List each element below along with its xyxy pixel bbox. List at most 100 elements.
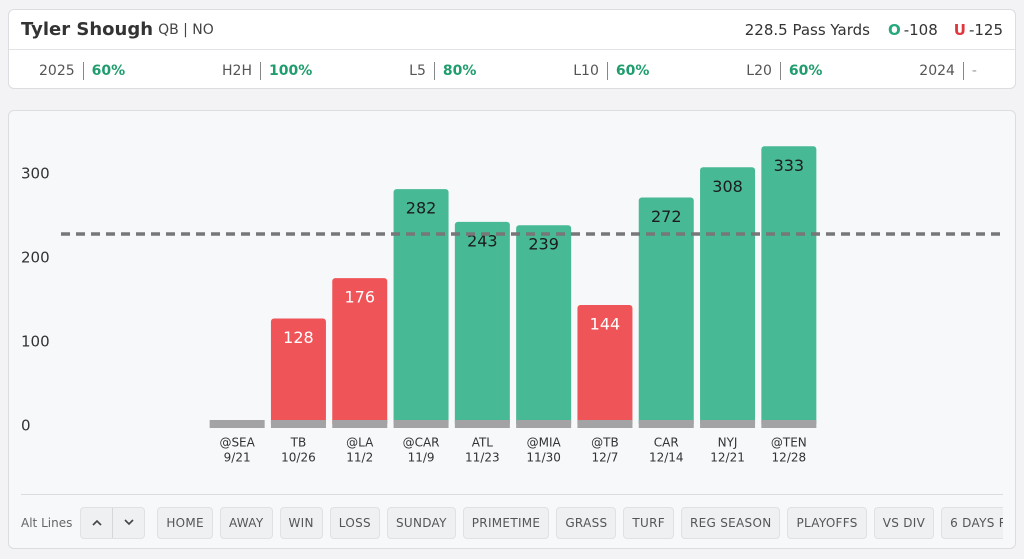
filter-button[interactable]: VS DIV — [873, 506, 935, 539]
x-tick-label: CAR — [654, 436, 679, 450]
filter-button[interactable]: AWAY — [219, 506, 273, 539]
y-tick-label: 0 — [21, 417, 31, 435]
hit-rate: 2024- — [919, 61, 977, 80]
hit-rate-value: - — [971, 62, 977, 79]
bar-value-label: 272 — [651, 207, 682, 226]
alt-line-down[interactable] — [112, 507, 144, 538]
bar — [516, 225, 572, 426]
filter-button[interactable]: HOME — [157, 506, 213, 539]
bar-value-label: 176 — [344, 288, 375, 307]
x-tick-label: @CAR — [403, 436, 440, 450]
filter-button[interactable]: GRASS — [556, 506, 617, 539]
hit-rate: L5 80% — [409, 61, 477, 80]
x-tick-date: 9/21 — [224, 451, 251, 465]
bar — [638, 197, 694, 426]
x-tick-date: 11/30 — [526, 451, 561, 465]
x-tick-label: @MIA — [527, 436, 562, 450]
bar-base — [516, 420, 572, 428]
bar — [700, 167, 756, 426]
filter-buttons: HOME AWAY WIN LOSS SUNDAY PRIMETIME GRASS TURF R… — [157, 506, 1003, 539]
alt-line-up[interactable] — [81, 508, 112, 538]
player-name: Tyler Shough — [21, 19, 154, 40]
bar-base — [577, 420, 633, 428]
hit-rate: 2025 60% — [39, 61, 126, 80]
hit-rate-value: 100% — [269, 62, 313, 79]
under-label: U — [953, 20, 966, 39]
bar-base — [454, 420, 510, 428]
bar — [332, 278, 388, 426]
hit-rate-divider — [433, 61, 435, 80]
bar-value-label: 333 — [774, 156, 805, 175]
filter-button[interactable]: REG SEASON — [680, 506, 781, 539]
x-tick-label: @TB — [591, 436, 619, 450]
hit-rate: H2H 100% — [222, 61, 313, 80]
x-tick-date: 12/14 — [649, 451, 684, 465]
over-odds: -108 — [903, 20, 938, 39]
bar-base — [332, 420, 388, 428]
y-tick-label: 300 — [21, 165, 50, 183]
filter-button[interactable]: PLAYOFFS — [787, 506, 867, 539]
hit-rate-label: H2H — [222, 62, 252, 79]
bar — [454, 221, 510, 426]
x-tick-label: @LA — [346, 436, 374, 450]
hit-rate-label: 2024 — [919, 62, 955, 79]
x-tick-date: 12/28 — [772, 451, 807, 465]
filter-button[interactable]: PRIMETIME — [462, 506, 550, 539]
bar-base — [638, 420, 694, 428]
hit-rate-divider — [260, 61, 261, 80]
bar-base — [393, 420, 449, 428]
hit-rate-row: 2025 60% H2H 100% L5 80% L10 60% L20 60% 2024- — [9, 51, 1015, 90]
bar-value-label: 282 — [406, 199, 437, 218]
y-tick-label: 100 — [21, 333, 50, 351]
hit-rate-value: 60% — [788, 62, 823, 79]
filter-button[interactable]: SUNDAY — [386, 506, 456, 539]
bar-value-label: 308 — [712, 177, 743, 196]
bar-base — [761, 420, 817, 428]
hit-rate-divider — [962, 61, 964, 80]
prop-line: 228.5 Pass Yards — [744, 20, 870, 39]
bar-value-label: 243 — [467, 231, 498, 250]
alt-line-arrows — [80, 506, 146, 539]
bar-base — [209, 420, 265, 428]
x-tick-label: TB — [290, 436, 307, 450]
header-card: Tyler Shough QB | NO 228.5 Pass Yards O … — [8, 9, 1016, 89]
x-tick-date: 11/23 — [465, 451, 500, 465]
x-tick-label: @SEA — [219, 436, 255, 450]
chevron-down — [124, 519, 134, 526]
player-position: QB | NO — [158, 21, 214, 38]
x-tick-date: 10/26 — [281, 451, 316, 465]
title-row: Tyler Shough QB | NO 228.5 Pass Yards O … — [9, 10, 1015, 50]
x-tick-label: @TEN — [771, 436, 807, 450]
x-tick-date: 12/21 — [710, 451, 745, 465]
filter-button[interactable]: WIN — [279, 506, 323, 539]
alt-lines-label: Alt Lines — [21, 515, 73, 530]
hit-rate-label: L20 — [746, 62, 772, 79]
bar — [393, 189, 449, 426]
hit-rate-value: 60% — [615, 62, 650, 79]
prop-info: 228.5 Pass Yards O -108 U -125 — [745, 21, 1003, 39]
hit-rate: L20 60% — [746, 61, 823, 80]
hit-rate-value: 60% — [91, 62, 126, 79]
x-tick-date: 11/2 — [346, 451, 373, 465]
filter-toolbar: Alt Lines HOME AWAY WIN LOSS SUNDAY PRIMETIME… — [21, 494, 1003, 550]
filter-button[interactable]: 6 DAYS REST — [941, 506, 1003, 539]
bar-value-label: 144 — [590, 315, 621, 334]
hit-rate-value: 80% — [442, 62, 477, 79]
hit-rate: L10 60% — [573, 61, 650, 80]
bar-value-label: 239 — [528, 235, 559, 254]
bar-base — [700, 420, 756, 428]
chevron-up — [92, 519, 102, 526]
hit-rate-label: L10 — [573, 62, 599, 79]
bar — [577, 305, 633, 426]
filter-button[interactable]: TURF — [623, 506, 674, 539]
x-tick-date: 12/7 — [591, 451, 618, 465]
x-tick-label: ATL — [472, 436, 494, 450]
hit-rate-divider — [606, 61, 608, 80]
chart-card: 0 100 200 300 @SEA 9/21 128 TB 10/26 176 @LA 11/2 28… — [8, 110, 1016, 549]
bar — [761, 146, 817, 426]
bar-base — [270, 420, 326, 428]
filter-button[interactable]: LOSS — [329, 506, 380, 539]
hit-rate-divider — [779, 61, 781, 80]
under-odds: -125 — [968, 20, 1003, 39]
